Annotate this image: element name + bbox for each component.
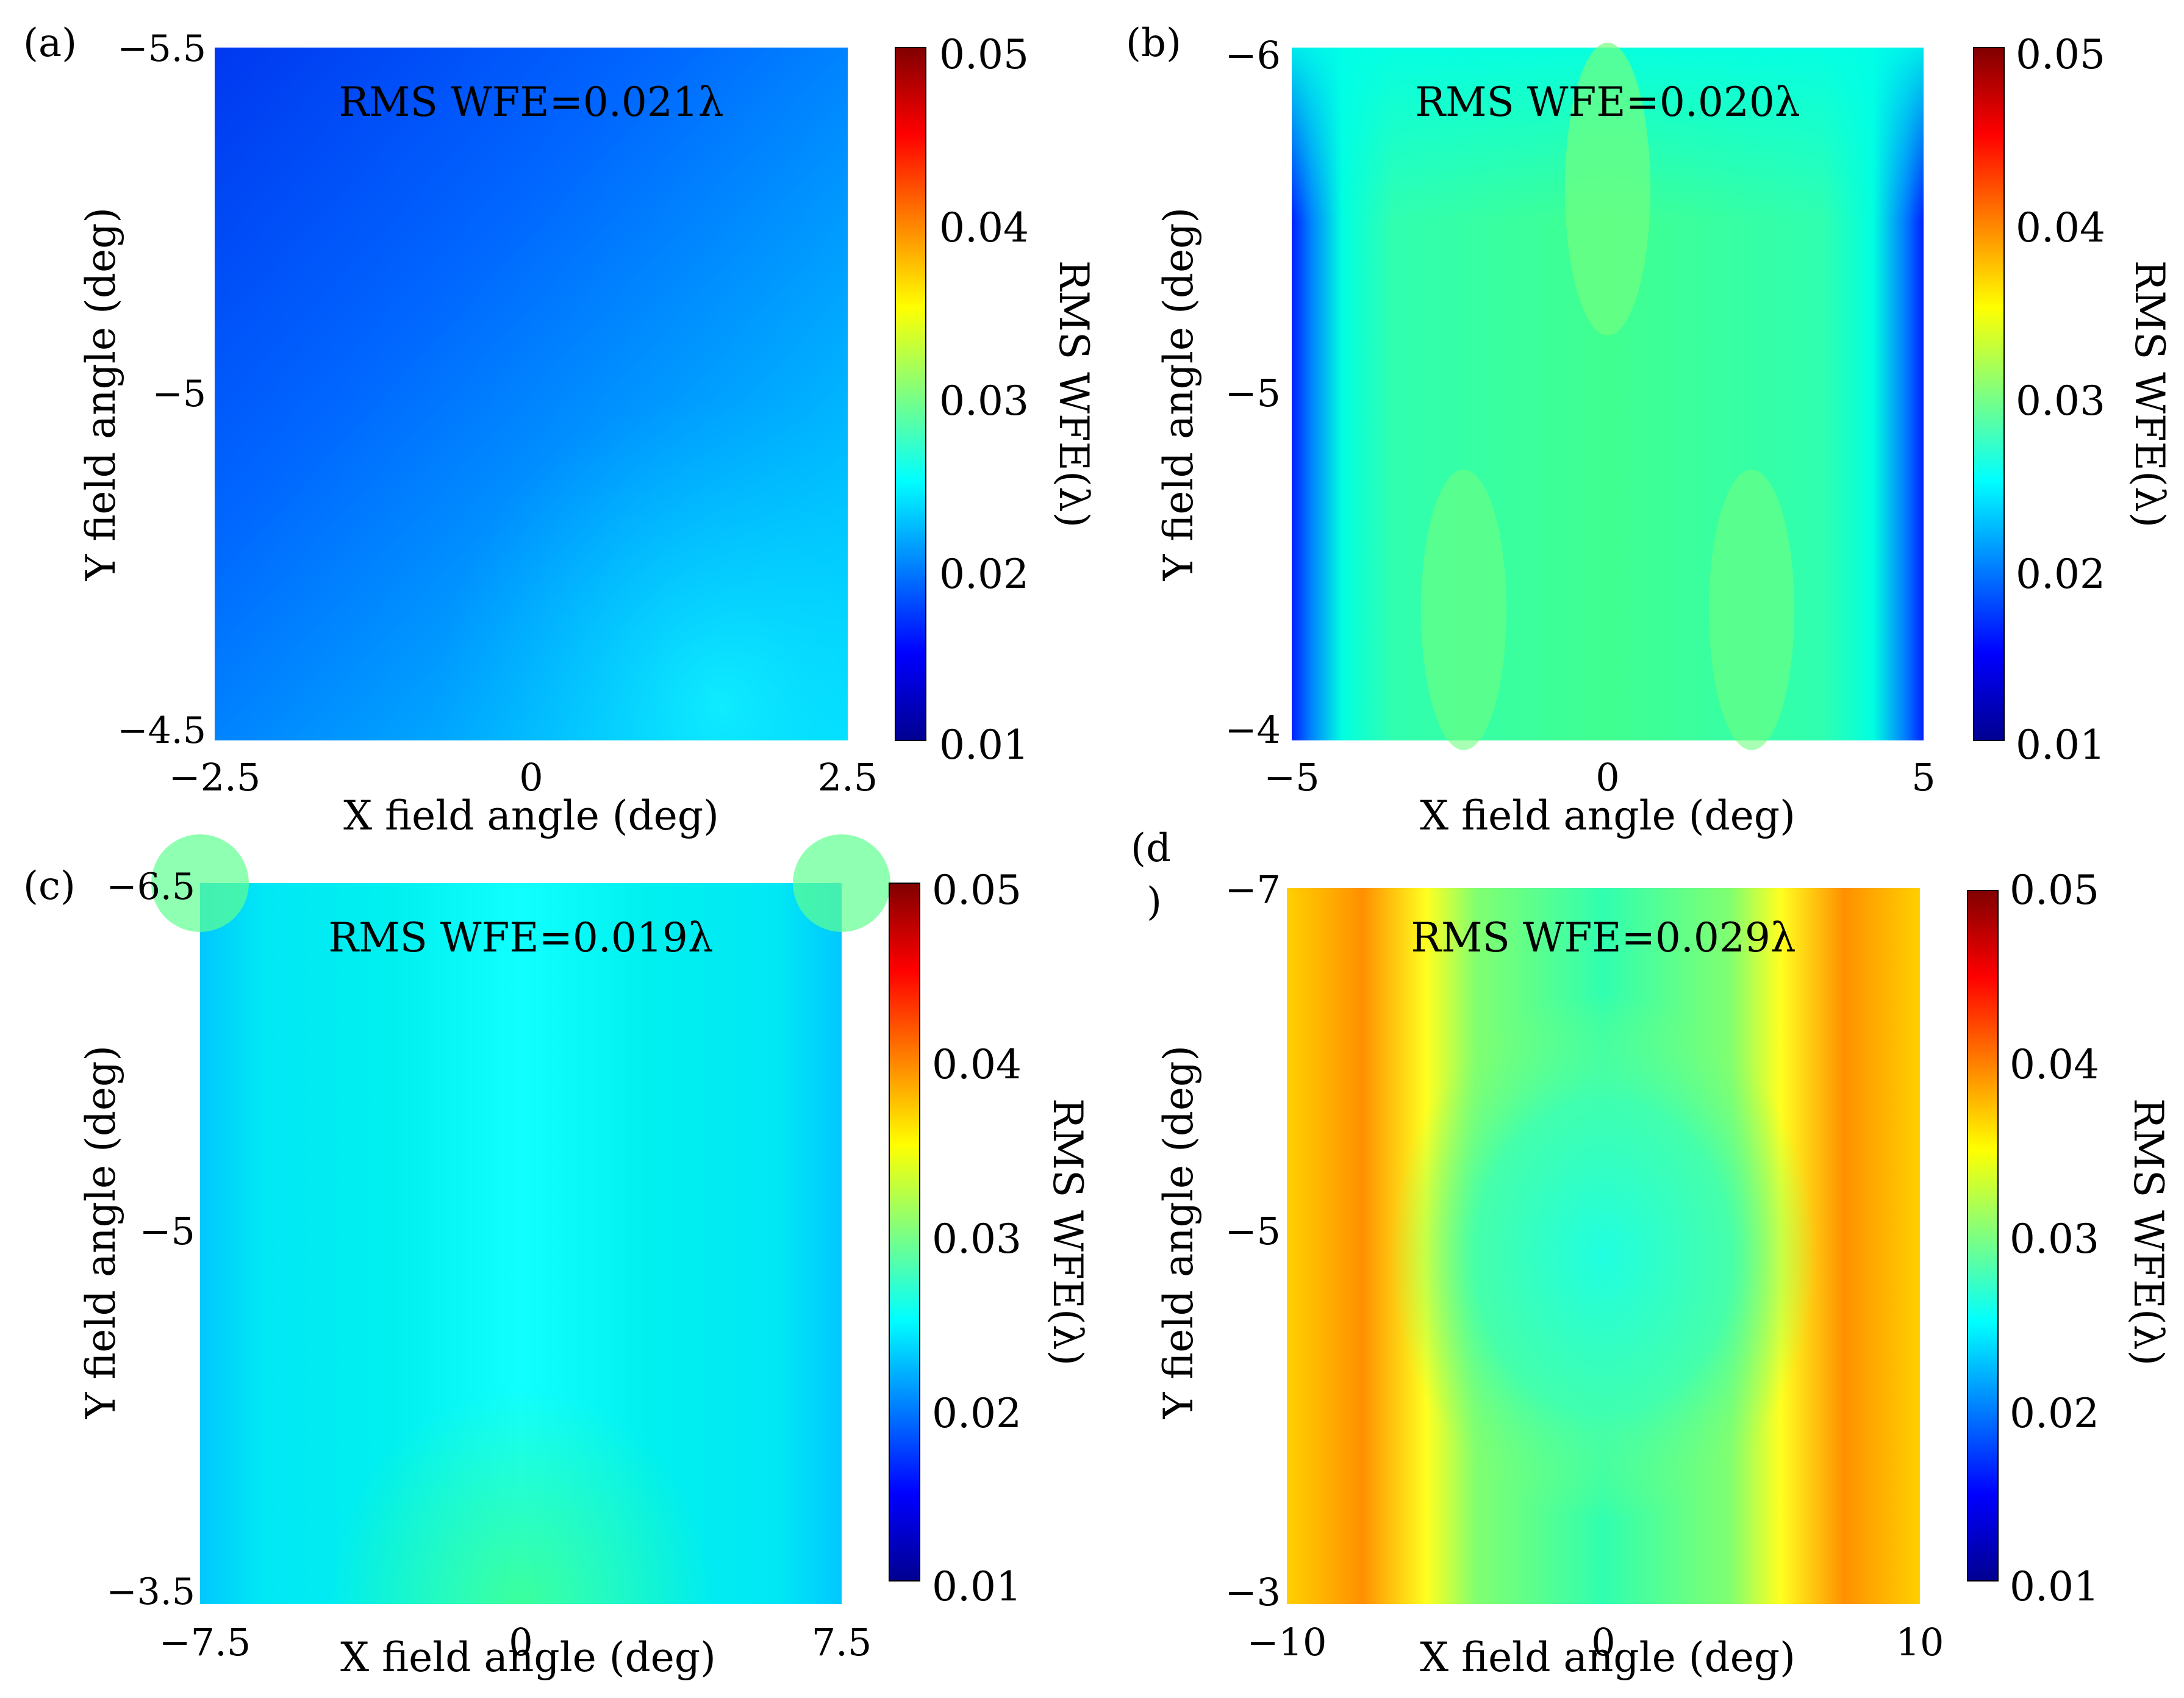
colorbar-gradient [1973, 47, 2005, 741]
colorbar-label: RMS WFE(λ) [2125, 1098, 2172, 1366]
y-ticks: −6.5 −5 −3.5 [106, 865, 195, 1613]
x-tick-label: 5 [1911, 755, 1935, 800]
colorbar-tick: 0.04 [939, 204, 1029, 251]
annotation: RMS WFE=0.019λ [328, 914, 713, 961]
colorbar-tick: 0.05 [2010, 867, 2099, 914]
heatmap-corner-lobe [793, 834, 890, 932]
x-tick-label: −7.5 [159, 1620, 251, 1664]
x-ticks: −7.5 0 7.5 [159, 1620, 872, 1664]
panel-label: (b) [1126, 21, 1181, 66]
y-axis-label: Y field angle (deg) [77, 1045, 124, 1419]
heatmap [215, 48, 848, 740]
heatmap [151, 834, 890, 1604]
x-tick-label: −2.5 [169, 755, 261, 800]
heatmap-corner-lobe [151, 834, 249, 932]
panel-a: (a) RMS WFE=0.021λ −5.5 −5 −4.5 −2.5 0 2… [23, 21, 1097, 839]
heatmap [1292, 43, 1924, 750]
colorbar-tick: 0.02 [2010, 1390, 2099, 1437]
colorbar-tick: 0.02 [2016, 551, 2105, 598]
panel-c: (c) RMS WFE=0.019λ −6.5 −5 −3.5 −7.5 0 7… [23, 834, 1091, 1681]
x-ticks: −5 0 5 [1264, 755, 1935, 800]
heatmap-lower-lobe [1709, 470, 1794, 750]
colorbar-tick: 0.04 [2016, 204, 2105, 251]
y-tick-label: −4.5 [117, 709, 206, 752]
x-tick-label: 0 [1591, 1620, 1615, 1664]
panel-label-line: ) [1147, 879, 1162, 925]
colorbar-tick: 0.01 [2016, 722, 2105, 768]
y-tick-label: −5.5 [117, 27, 206, 70]
x-tick-label: 0 [1595, 755, 1619, 800]
annotation: RMS WFE=0.021λ [338, 79, 723, 126]
colorbar-tick: 0.02 [939, 551, 1029, 598]
colorbar-label: RMS WFE(λ) [1050, 260, 1097, 528]
heatmap-lower-lobe [1421, 470, 1506, 750]
colorbar-tick: 0.01 [2010, 1563, 2099, 1610]
colorbar-tick: 0.01 [932, 1563, 1022, 1610]
annotation: RMS WFE=0.029λ [1411, 914, 1796, 961]
x-tick-label: −10 [1247, 1620, 1327, 1664]
colorbar: 0.05 0.04 0.03 0.02 0.01 RMS WFE(λ) [1967, 867, 2172, 1610]
y-ticks: −7 −5 −3 [1225, 867, 1281, 1614]
y-tick-label: −5 [1225, 371, 1281, 415]
colorbar-tick: 0.03 [2016, 378, 2105, 424]
colorbar-tick: 0.04 [2010, 1041, 2099, 1088]
y-tick-label: −3.5 [106, 1571, 195, 1613]
y-axis-label: Y field angle (deg) [1155, 207, 1202, 581]
panel-b: (b) RMS WFE=0.020λ −6 −5 −4 −5 0 5 X fie… [1126, 21, 2173, 839]
heatmap [1287, 888, 1920, 1604]
y-tick-label: −5 [1225, 1209, 1281, 1253]
x-ticks: −2.5 0 2.5 [169, 755, 878, 800]
y-tick-label: −7 [1225, 867, 1281, 912]
heatmap-center-lobe [1565, 43, 1650, 335]
heatmap-bottom-lobe [200, 883, 842, 1604]
x-axis-label: X field angle (deg) [340, 1634, 716, 1681]
x-tick-label: 0 [519, 755, 543, 800]
x-tick-label: −5 [1264, 755, 1319, 800]
colorbar-gradient [1967, 890, 1999, 1582]
heatmap-center-basin [1390, 994, 1817, 1519]
panel-label: (a) [23, 21, 77, 66]
colorbar-tick: 0.04 [932, 1041, 1022, 1088]
annotation: RMS WFE=0.020λ [1415, 79, 1800, 126]
colorbar-tick: 0.01 [939, 722, 1029, 768]
x-tick-label: 7.5 [812, 1620, 872, 1664]
x-tick-label: 2.5 [818, 755, 878, 800]
y-tick-label: −5 [140, 1209, 195, 1253]
panel-label-line: (d [1131, 826, 1171, 871]
y-tick-label: −3 [1225, 1570, 1281, 1614]
panel-label: (c) [23, 864, 76, 909]
colorbar-label: RMS WFE(λ) [1044, 1098, 1091, 1366]
colorbar-tick: 0.05 [939, 31, 1029, 78]
y-tick-label: −6.5 [106, 865, 195, 908]
colorbar-gradient [895, 47, 926, 741]
colorbar-tick: 0.03 [932, 1216, 1022, 1263]
colorbar-tick: 0.05 [2016, 31, 2105, 78]
colorbar-tick: 0.03 [2010, 1216, 2099, 1263]
x-axis-label: X field angle (deg) [343, 792, 719, 839]
x-ticks: −10 0 10 [1247, 1620, 1944, 1664]
x-axis-label: X field angle (deg) [1420, 792, 1796, 839]
x-axis-label: X field angle (deg) [1420, 1634, 1796, 1681]
x-tick-label: 10 [1896, 1620, 1944, 1664]
x-tick-label: 0 [509, 1620, 532, 1664]
colorbar: 0.05 0.04 0.03 0.02 0.01 RMS WFE(λ) [889, 867, 1091, 1610]
y-tick-label: −6 [1225, 33, 1281, 77]
y-ticks: −5.5 −5 −4.5 [117, 27, 206, 752]
colorbar-label: RMS WFE(λ) [2126, 260, 2173, 528]
colorbar-tick: 0.03 [939, 378, 1029, 424]
y-tick-label: −5 [152, 373, 206, 415]
y-axis-label: Y field angle (deg) [1155, 1045, 1202, 1419]
heatmap-low-region [215, 48, 848, 740]
y-axis-label: Y field angle (deg) [77, 207, 124, 581]
colorbar-tick: 0.05 [932, 867, 1022, 914]
panel-d: (d ) RMS WFE=0.029λ −7 −5 −3 −10 0 10 X … [1131, 826, 2172, 1681]
colorbar: 0.05 0.04 0.03 0.02 0.01 RMS WFE(λ) [895, 31, 1097, 768]
colorbar: 0.05 0.04 0.03 0.02 0.01 RMS WFE(λ) [1973, 31, 2173, 768]
colorbar-gradient [889, 883, 920, 1582]
y-tick-label: −4 [1225, 708, 1281, 752]
y-ticks: −6 −5 −4 [1225, 33, 1281, 752]
colorbar-tick: 0.02 [932, 1390, 1022, 1437]
